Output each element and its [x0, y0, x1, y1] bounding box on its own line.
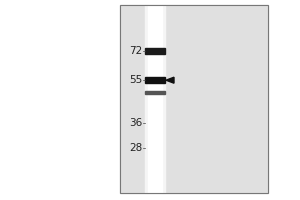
Text: 55: 55	[129, 75, 142, 85]
Bar	[145, 77, 165, 83]
Text: 36: 36	[129, 117, 142, 128]
Bar	[145, 5, 165, 193]
Text: NCI-H292: NCI-H292	[166, 0, 222, 2]
Bar	[145, 48, 165, 54]
Text: 72: 72	[129, 46, 142, 56]
Bar	[120, 5, 268, 193]
Bar	[145, 91, 165, 94]
Bar	[148, 5, 162, 193]
Polygon shape	[166, 77, 174, 83]
Bar	[120, 5, 268, 193]
Text: 28: 28	[129, 143, 142, 153]
